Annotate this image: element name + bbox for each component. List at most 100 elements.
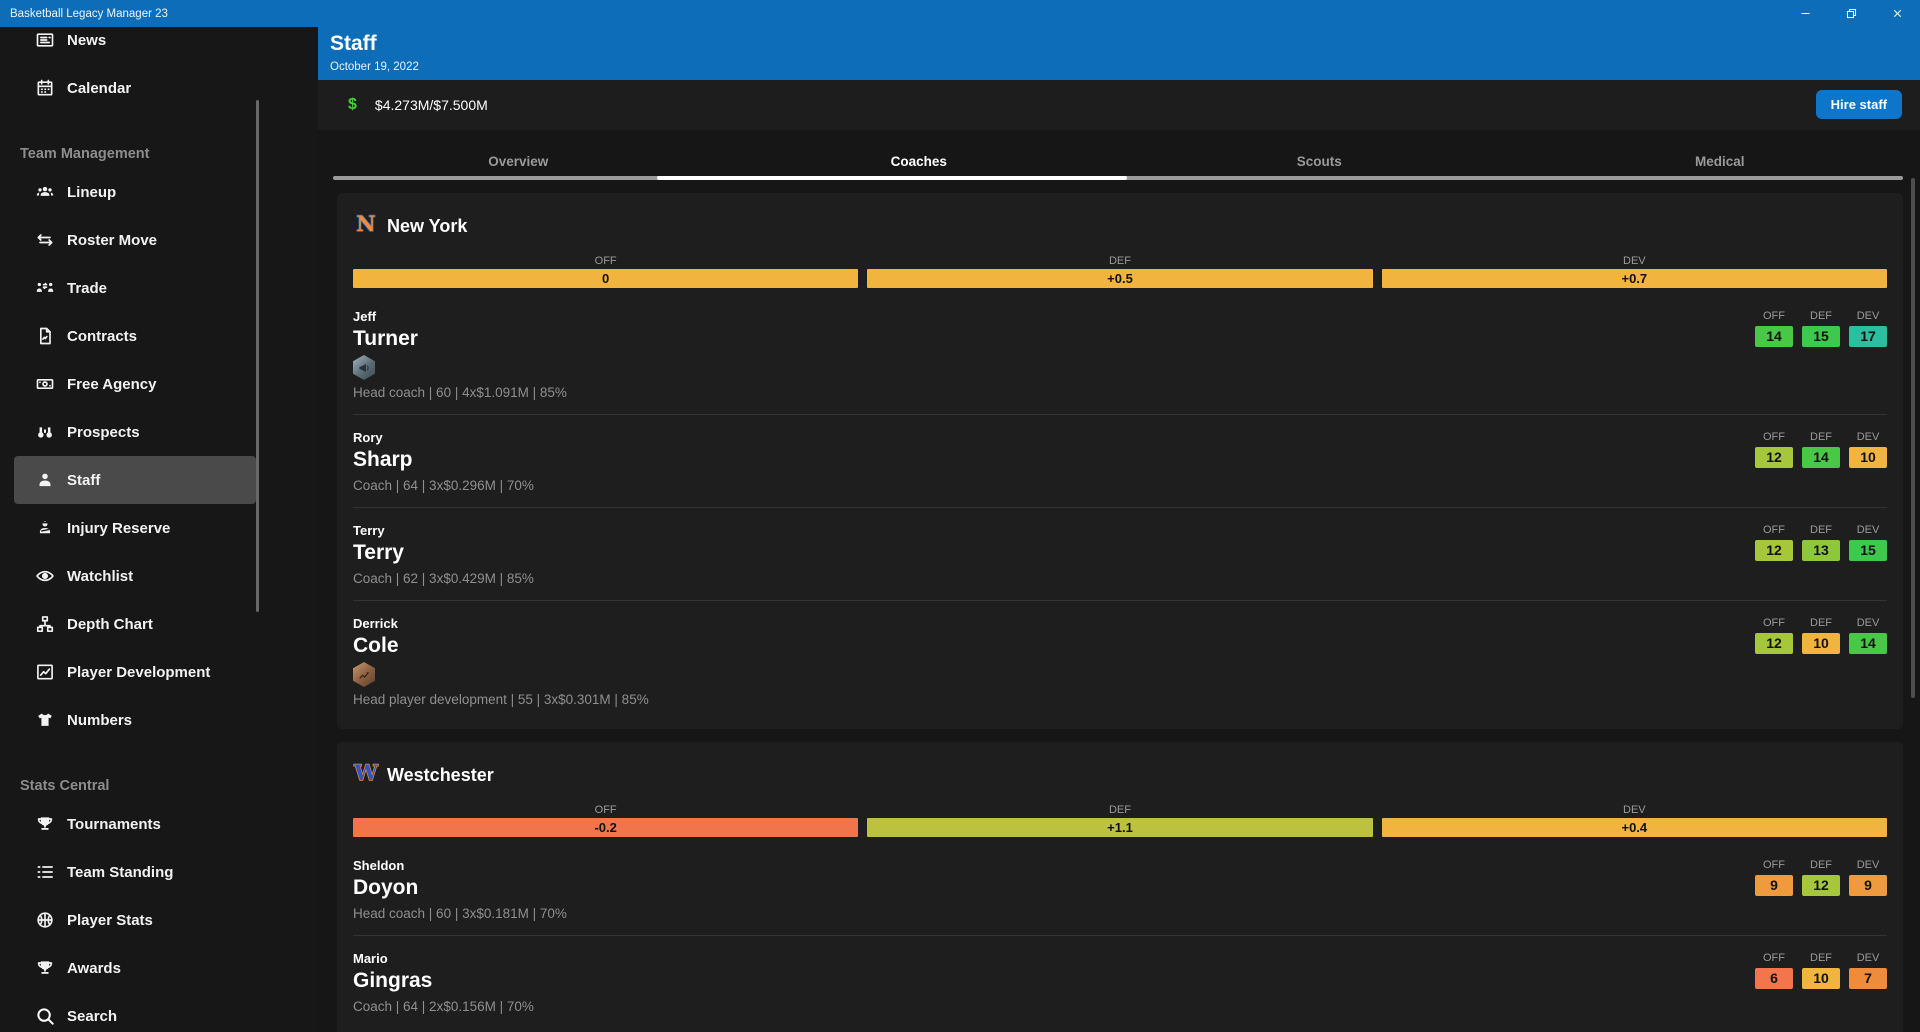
sidebar-item-calendar[interactable]: Calendar: [14, 64, 256, 112]
main-scrollbar[interactable]: [1911, 178, 1915, 698]
stat-chip-off: OFF 6: [1755, 951, 1793, 989]
coach-first-name: Jeff: [353, 309, 377, 324]
sidebar-item-label: Roster Move: [67, 231, 158, 249]
tab-overview[interactable]: Overview: [488, 154, 549, 169]
sidebar-item-contracts[interactable]: Contracts: [14, 312, 256, 360]
sidebar-item-label: Player Development: [67, 663, 211, 681]
injury-reserve-icon: [34, 517, 56, 539]
rating-label: OFF: [594, 804, 617, 816]
stat-chip-dev: DEV 7: [1849, 951, 1887, 989]
stat-chip-label: DEV: [1856, 310, 1880, 322]
coach-row-terry-terry[interactable]: Terry Terry Coach | 62 | 3x$0.429M | 85% OF…: [353, 508, 1887, 601]
minimize-button[interactable]: [1782, 0, 1828, 27]
stat-chip-value: 10: [1849, 447, 1887, 468]
coach-first-name: Sheldon: [353, 858, 405, 873]
stat-chip-def: DEF 14: [1802, 430, 1840, 468]
player-stats-icon: [34, 909, 56, 931]
coach-row-sheldon-doyon[interactable]: Sheldon Doyon Head coach | 60 | 3x$0.181M …: [353, 843, 1887, 936]
team-rating-def: DEF +1.1: [867, 802, 1373, 837]
sidebar-item-search[interactable]: Search: [14, 992, 256, 1032]
svg-text:N: N: [356, 211, 375, 236]
depth-chart-icon: [34, 613, 56, 635]
stat-chip-label: OFF: [1763, 617, 1785, 629]
sidebar-item-label: Tournaments: [67, 815, 161, 833]
sidebar-item-team-standing[interactable]: Team Standing: [14, 848, 256, 896]
sidebar-item-player-stats[interactable]: Player Stats: [14, 896, 256, 944]
page-header: Staff October 19, 2022: [318, 27, 1920, 80]
stat-chip-value: 17: [1849, 326, 1887, 347]
coach-details: Coach | 64 | 2x$0.156M | 70%: [353, 999, 534, 1014]
sidebar-item-label: Lineup: [67, 183, 117, 201]
stat-chip-label: DEF: [1810, 859, 1832, 871]
news-icon: [34, 29, 56, 51]
sidebar-item-injury-reserve[interactable]: Injury Reserve: [14, 504, 256, 552]
svg-text:W: W: [353, 760, 378, 785]
stat-chip-value: 14: [1755, 326, 1793, 347]
sidebar-item-tournaments[interactable]: Tournaments: [14, 800, 256, 848]
tab-coaches[interactable]: Coaches: [890, 154, 947, 169]
hire-staff-button[interactable]: Hire staff: [1815, 90, 1902, 119]
sidebar-item-news[interactable]: News: [14, 27, 256, 64]
sidebar-item-lineup[interactable]: Lineup: [14, 168, 256, 216]
coach-row-derrick-cole[interactable]: Derrick Cole Head player development | 55 …: [353, 601, 1887, 721]
calendar-icon: [34, 77, 56, 99]
sidebar-item-depth-chart[interactable]: Depth Chart: [14, 600, 256, 648]
team-name: New York: [387, 215, 468, 236]
stat-chip-off: OFF 9: [1755, 858, 1793, 896]
coach-last-name: Doyon: [353, 876, 419, 899]
coach-stat-chips: OFF 12 DEF 14 DEV 10: [1755, 430, 1887, 468]
sidebar-item-label: Contracts: [67, 327, 138, 345]
stat-chip-value: 12: [1802, 875, 1840, 896]
lineup-icon: [34, 181, 56, 203]
sidebar-item-watchlist[interactable]: Watchlist: [14, 552, 256, 600]
trade-icon: [34, 277, 56, 299]
sidebar-item-player-development[interactable]: Player Development: [14, 648, 256, 696]
team-rating-off: OFF 0: [353, 253, 859, 288]
sidebar-item-free-agency[interactable]: Free Agency: [14, 360, 256, 408]
rating-label: DEV: [1623, 255, 1646, 267]
search-icon: [34, 1005, 56, 1027]
contracts-icon: [34, 325, 56, 347]
coach-info: Jeff Turner Head coach | 60 | 4x$1.091M | …: [353, 309, 567, 400]
coach-row-jeff-turner[interactable]: Jeff Turner Head coach | 60 | 4x$1.091M | …: [353, 294, 1887, 415]
coach-row-rory-sharp[interactable]: Rory Sharp Coach | 64 | 3x$0.296M | 70% OFF…: [353, 415, 1887, 508]
sidebar-item-staff[interactable]: Staff: [14, 456, 256, 504]
tab-scouts[interactable]: Scouts: [1296, 154, 1342, 169]
awards-icon: [34, 957, 56, 979]
page-title: Staff: [330, 32, 377, 55]
stat-chip-value: 15: [1802, 326, 1840, 347]
coach-info: Terry Terry Coach | 62 | 3x$0.429M | 85%: [353, 523, 534, 586]
close-button[interactable]: [1874, 0, 1920, 27]
rating-label: DEF: [1108, 255, 1131, 267]
prospects-icon: [34, 421, 56, 443]
coach-info: Rory Sharp Coach | 64 | 3x$0.296M | 70%: [353, 430, 534, 493]
restore-button[interactable]: [1828, 0, 1874, 27]
numbers-icon: [34, 709, 56, 731]
search-icon[interactable]: [1874, 42, 1896, 64]
sidebar-item-prospects[interactable]: Prospects: [14, 408, 256, 456]
rating-bar: +0.4: [1381, 818, 1887, 837]
stat-chip-off: OFF 14: [1755, 309, 1793, 347]
sidebar-item-trade[interactable]: Trade: [14, 264, 256, 312]
sidebar-item-awards[interactable]: Awards: [14, 944, 256, 992]
sidebar-item-label: Staff: [67, 471, 101, 489]
rating-bar: +0.5: [867, 269, 1373, 288]
stat-chip-label: DEF: [1810, 310, 1832, 322]
rating-bar: 0: [353, 269, 859, 288]
stat-chip-label: DEV: [1856, 524, 1880, 536]
coach-details: Head coach | 60 | 3x$0.181M | 70%: [353, 906, 567, 921]
coach-info: Sheldon Doyon Head coach | 60 | 3x$0.181M …: [353, 858, 567, 921]
stat-chip-value: 9: [1849, 875, 1887, 896]
sidebar-item-label: News: [67, 31, 107, 49]
sidebar-item-numbers[interactable]: Numbers: [14, 696, 256, 744]
tab-medical[interactable]: Medical: [1694, 154, 1745, 169]
sidebar-item-label: Awards: [67, 959, 121, 977]
stat-chip-value: 9: [1755, 875, 1793, 896]
coach-row-mario-gingras[interactable]: Mario Gingras Coach | 64 | 2x$0.156M | 70%…: [353, 936, 1887, 1028]
sidebar-item-roster-move[interactable]: Roster Move: [14, 216, 256, 264]
titlebar: Basketball Legacy Manager 23: [0, 0, 1920, 27]
stat-chip-off: OFF 12: [1755, 430, 1793, 468]
stat-chip-dev: DEV 9: [1849, 858, 1887, 896]
coach-list: Jeff Turner Head coach | 60 | 4x$1.091M | …: [353, 294, 1887, 729]
sidebar-scrollbar[interactable]: [256, 100, 259, 612]
